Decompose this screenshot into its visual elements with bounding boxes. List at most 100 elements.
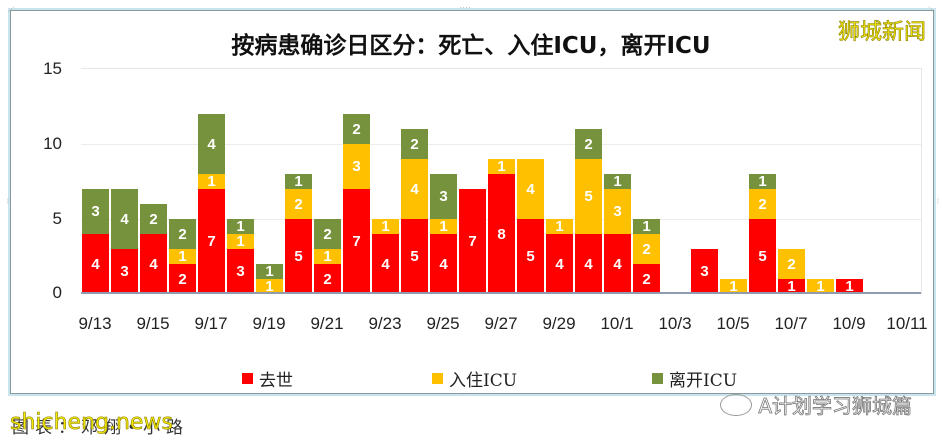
bar-segment: 4 bbox=[546, 234, 573, 294]
bar-segment: 1 bbox=[430, 219, 457, 234]
bar-segment: 4 bbox=[372, 234, 399, 294]
legend-item-icu-discharge[interactable]: 离开ICU bbox=[652, 366, 737, 391]
bar-segment: 3 bbox=[691, 249, 718, 294]
bar-segment: 1 bbox=[169, 249, 196, 264]
bar-segment: 1 bbox=[488, 159, 515, 174]
wechat-icon bbox=[720, 393, 753, 416]
y-tick-15: 15 bbox=[43, 59, 62, 78]
x-tick-label: 10/11 bbox=[886, 314, 928, 333]
watermark-bottom-right-text: A计划学习狮城篇 bbox=[758, 394, 912, 419]
watermark-bottom-left: shicheng.news bbox=[10, 410, 174, 436]
bar-segment: 1 bbox=[604, 174, 631, 189]
bar-segment: 2 bbox=[169, 264, 196, 294]
bar-segment: 8 bbox=[488, 174, 515, 294]
x-tick-label: 10/5 bbox=[716, 314, 750, 333]
x-tick-label: 9/29 bbox=[542, 314, 576, 333]
resize-handle-left[interactable]: ⋮ bbox=[5, 198, 12, 205]
bar-segment: 1 bbox=[198, 174, 225, 189]
bar-10-5: 1 bbox=[720, 279, 747, 294]
bar-segment: 2 bbox=[314, 264, 341, 294]
bar-segment: 1 bbox=[256, 279, 283, 294]
resize-handle-top[interactable]: ···· bbox=[460, 5, 472, 12]
bar-segment: 5 bbox=[285, 219, 312, 294]
bar-segment: 4 bbox=[604, 234, 631, 294]
bar-segment: 2 bbox=[314, 219, 341, 249]
bar-segment: 1 bbox=[314, 249, 341, 264]
bar-9-26: 7 bbox=[459, 189, 486, 294]
bar-segment: 2 bbox=[169, 219, 196, 249]
bar-segment: 4 bbox=[430, 234, 457, 294]
gridline-10 bbox=[81, 144, 921, 145]
bar-segment: 2 bbox=[140, 204, 167, 234]
bar-segment: 7 bbox=[198, 189, 225, 294]
resize-handle-right[interactable]: ⋮ bbox=[935, 198, 942, 205]
bar-segment: 2 bbox=[633, 264, 660, 294]
y-tick-10: 10 bbox=[43, 134, 62, 153]
bar-segment: 7 bbox=[459, 189, 486, 294]
bar-segment: 2 bbox=[575, 129, 602, 159]
bar-segment: 5 bbox=[401, 219, 428, 294]
resize-handle-top-right[interactable]: ⋱ bbox=[928, 6, 935, 13]
bar-segment: 1 bbox=[778, 279, 805, 294]
legend-item-deaths[interactable]: 去世 bbox=[242, 366, 293, 391]
bar-10-9: 1 bbox=[836, 279, 863, 294]
legend-label: 入住ICU bbox=[449, 371, 518, 391]
bar-segment: 1 bbox=[836, 279, 863, 294]
x-tick-label: 10/9 bbox=[832, 314, 866, 333]
bar-segment: 3 bbox=[604, 189, 631, 234]
bar-segment: 1 bbox=[633, 219, 660, 234]
x-tick-label: 9/13 bbox=[78, 314, 112, 333]
bar-segment: 3 bbox=[82, 189, 109, 234]
bar-segment: 1 bbox=[285, 174, 312, 189]
source-credit: 图表：邓翔•小路 bbox=[12, 418, 190, 438]
x-axis-line bbox=[81, 292, 921, 294]
legend-swatch-red-icon bbox=[242, 373, 253, 384]
legend-swatch-green-icon bbox=[652, 373, 663, 384]
bar-segment: 2 bbox=[285, 189, 312, 219]
chart-title: 按病患确诊日区分：死亡、入住ICU，离开ICU bbox=[231, 33, 711, 59]
resize-handle-top-left[interactable]: ⋰ bbox=[8, 6, 15, 13]
bar-segment: 2 bbox=[401, 129, 428, 159]
bar-segment: 3 bbox=[430, 174, 457, 219]
x-tick-label: 9/19 bbox=[252, 314, 286, 333]
bar-segment: 4 bbox=[82, 234, 109, 294]
legend-swatch-yellow-icon bbox=[432, 373, 443, 384]
bar-segment: 4 bbox=[401, 159, 428, 219]
bar-segment: 5 bbox=[749, 219, 776, 294]
bar-10-4: 3 bbox=[691, 249, 718, 294]
bar-segment: 1 bbox=[807, 279, 834, 294]
x-tick-label: 9/17 bbox=[194, 314, 228, 333]
bar-segment: 1 bbox=[546, 219, 573, 234]
bar-10-8: 1 bbox=[807, 279, 834, 294]
bar-segment: 7 bbox=[343, 189, 370, 294]
bar-segment: 4 bbox=[517, 159, 544, 219]
x-tick-label: 10/7 bbox=[774, 314, 808, 333]
bar-segment: 3 bbox=[111, 249, 138, 294]
x-tick-label: 10/3 bbox=[658, 314, 692, 333]
watermark-bottom-right: A计划学习狮城篇 bbox=[720, 390, 912, 419]
x-tick-label: 9/23 bbox=[368, 314, 402, 333]
bar-segment: 4 bbox=[111, 189, 138, 249]
legend-label: 离开ICU bbox=[669, 371, 738, 391]
resize-handle-bottom[interactable]: ···· bbox=[460, 391, 472, 398]
legend-item-icu-admit[interactable]: 入住ICU bbox=[432, 366, 517, 391]
x-tick-label: 9/15 bbox=[136, 314, 170, 333]
bar-segment: 1 bbox=[372, 219, 399, 234]
bar-segment: 1 bbox=[720, 279, 747, 294]
bar-segment: 2 bbox=[749, 189, 776, 219]
bar-segment: 5 bbox=[517, 219, 544, 294]
